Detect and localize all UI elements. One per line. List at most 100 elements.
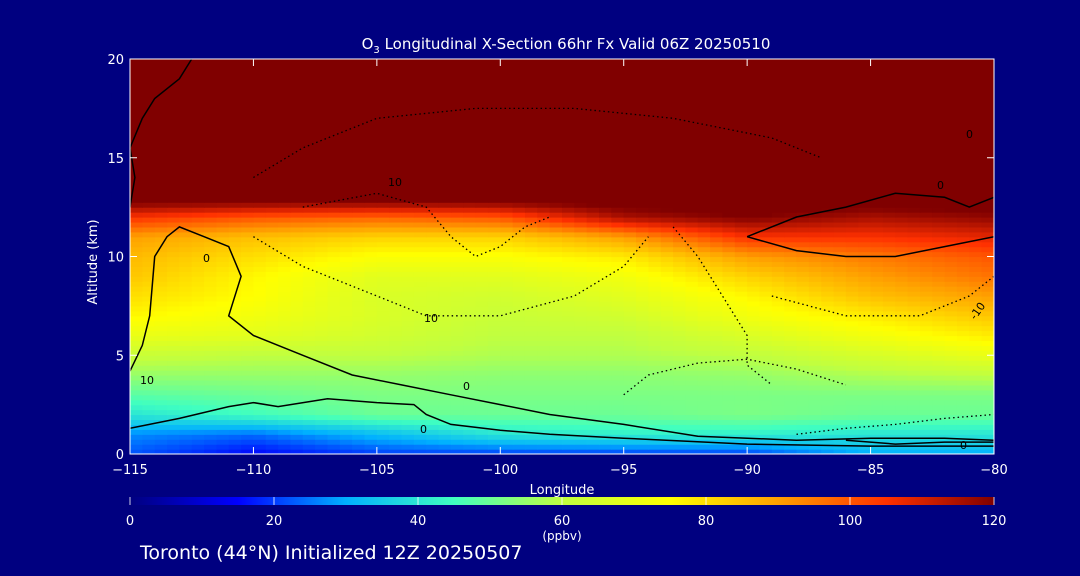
heatmap-cell	[426, 291, 440, 297]
heatmap-cell	[179, 217, 193, 223]
heatmap-cell	[722, 379, 736, 386]
heatmap-cell	[537, 300, 551, 307]
heatmap-cell	[611, 133, 625, 139]
heatmap-cell	[463, 394, 477, 401]
heatmap-cell	[364, 389, 378, 396]
heatmap-cell	[228, 118, 242, 124]
heatmap-cell	[253, 409, 267, 416]
heatmap-cell	[636, 212, 649, 218]
heatmap-cell	[710, 291, 724, 297]
heatmap-cell	[759, 325, 773, 332]
heatmap-cell	[537, 286, 551, 292]
heatmap-cell	[673, 286, 687, 292]
heatmap-cell	[426, 305, 440, 312]
heatmap-cell	[944, 217, 958, 223]
heatmap-cell	[636, 419, 649, 425]
heatmap-cell	[858, 192, 872, 198]
heatmap-cell	[784, 212, 798, 218]
heatmap-cell	[919, 138, 933, 144]
heatmap-cell	[981, 424, 994, 430]
heatmap-cell	[524, 246, 538, 253]
heatmap-cell	[648, 202, 662, 208]
heatmap-cell	[290, 345, 304, 351]
heatmap-cell	[611, 286, 625, 292]
heatmap-cell	[969, 335, 983, 342]
heatmap-cell	[463, 296, 477, 302]
heatmap-cell	[623, 202, 637, 208]
heatmap-cell	[352, 409, 366, 416]
heatmap-cell	[944, 305, 958, 312]
heatmap-cell	[845, 157, 859, 164]
heatmap-cell	[179, 310, 193, 317]
heatmap-cell	[475, 414, 489, 421]
heatmap-cell	[907, 300, 921, 307]
heatmap-cell	[981, 276, 994, 282]
heatmap-cell	[290, 138, 304, 144]
heatmap-cell	[611, 231, 625, 238]
heatmap-cell	[204, 212, 217, 218]
heatmap-cell	[463, 187, 477, 193]
heatmap-cell	[845, 113, 859, 119]
heatmap-cell	[808, 281, 822, 287]
heatmap-cell	[907, 167, 921, 174]
heatmap-cell	[401, 152, 415, 159]
heatmap-cell	[611, 399, 625, 406]
heatmap-cell	[796, 177, 810, 184]
heatmap-cell	[426, 439, 440, 445]
heatmap-cell	[500, 217, 514, 223]
heatmap-cell	[290, 221, 304, 228]
heatmap-cell	[475, 212, 489, 218]
heatmap-cell	[537, 335, 551, 342]
heatmap-cell	[747, 236, 761, 243]
heatmap-cell	[623, 118, 637, 124]
heatmap-cell	[981, 172, 994, 179]
heatmap-cell	[216, 296, 230, 302]
heatmap-cell	[722, 207, 736, 213]
heatmap-cell	[599, 192, 612, 198]
heatmap-cell	[413, 281, 427, 287]
heatmap-cell	[376, 241, 390, 248]
heatmap-cell	[710, 296, 724, 302]
heatmap-cell	[562, 286, 575, 292]
heatmap-cell	[438, 449, 452, 454]
heatmap-cell	[771, 449, 785, 454]
heatmap-cell	[722, 296, 736, 302]
heatmap-cell	[228, 379, 242, 386]
heatmap-cell	[747, 197, 761, 203]
heatmap-cell	[401, 330, 415, 337]
heatmap-cell	[290, 315, 304, 322]
heatmap-cell	[611, 370, 625, 376]
heatmap-cell	[253, 197, 267, 203]
heatmap-cell	[673, 429, 687, 435]
heatmap-cell	[648, 147, 662, 154]
heatmap-cell	[574, 296, 588, 302]
heatmap-cell	[401, 133, 415, 139]
heatmap-cell	[327, 330, 341, 337]
heatmap-cell	[290, 276, 304, 282]
heatmap-cell	[821, 375, 835, 381]
heatmap-cell	[611, 375, 625, 381]
heatmap-cell	[697, 296, 711, 302]
heatmap-cell	[154, 241, 168, 248]
heatmap-cell	[969, 414, 983, 421]
heatmap-cell	[167, 429, 180, 435]
heatmap-cell	[524, 142, 538, 149]
heatmap-cell	[685, 113, 699, 119]
heatmap-cell	[821, 419, 835, 425]
heatmap-cell	[253, 261, 267, 267]
heatmap-cell	[241, 212, 255, 218]
heatmap-cell	[845, 226, 859, 233]
heatmap-cell	[426, 404, 440, 411]
heatmap-cell	[648, 271, 662, 277]
heatmap-cell	[290, 379, 304, 386]
heatmap-cell	[648, 167, 662, 174]
heatmap-cell	[302, 162, 316, 169]
heatmap-cell	[722, 177, 736, 184]
heatmap-cell	[241, 286, 255, 292]
heatmap-cell	[191, 271, 205, 277]
heatmap-cell	[327, 251, 341, 258]
heatmap-cell	[500, 434, 514, 440]
heatmap-cell	[623, 182, 637, 188]
heatmap-cell	[956, 226, 970, 233]
heatmap-cell	[438, 256, 452, 263]
